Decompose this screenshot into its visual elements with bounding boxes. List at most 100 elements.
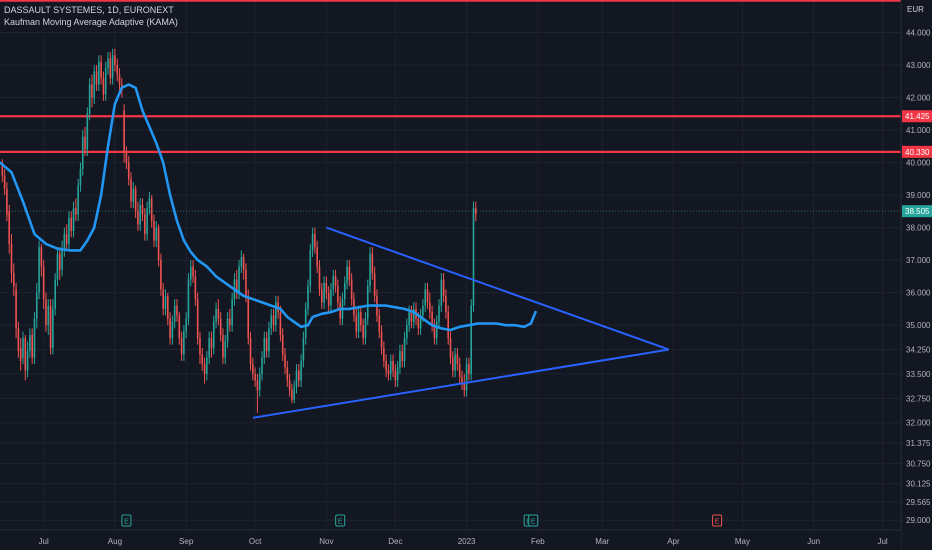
candle (171, 315, 174, 345)
trendline-upper[interactable] (326, 226, 670, 351)
time-axis[interactable]: Jul Aug Sep Oct Nov Dec 2023 Feb Mar Apr May Jun Jul (0, 529, 901, 550)
candle-body (394, 370, 397, 381)
price-axis[interactable]: 44.000 43.000 42.000 41.000 40.000 39.000 38.0… (900, 0, 932, 550)
candle-body (429, 302, 431, 313)
candle-body (226, 318, 229, 342)
y-tick-label: 36.000 (906, 289, 931, 298)
candle (339, 295, 341, 326)
candle (362, 318, 364, 345)
level-price-tag-text: 40.330 (905, 148, 930, 157)
earnings-marker[interactable]: E (121, 514, 132, 527)
candle (70, 211, 73, 238)
candle-body (185, 318, 187, 332)
candle (399, 344, 401, 374)
candle (201, 347, 204, 371)
earnings-icon (712, 514, 723, 527)
candle (162, 282, 164, 316)
event-markers: EEEEE (121, 514, 723, 527)
candle (318, 260, 321, 296)
candle-body (298, 370, 300, 381)
candle (33, 312, 36, 365)
candle (419, 308, 422, 335)
candle-body (171, 321, 174, 339)
candle (371, 247, 374, 280)
candle (118, 68, 121, 92)
candle-body (468, 364, 470, 374)
candle (93, 65, 96, 105)
trendline-lower[interactable] (252, 348, 670, 419)
candle (40, 243, 43, 277)
candle-body (150, 198, 153, 222)
candle-body (447, 312, 450, 339)
earnings-icon (335, 514, 346, 527)
earnings-icon (528, 514, 539, 527)
y-tick-label: 30.125 (906, 480, 931, 489)
candle (401, 344, 404, 368)
candle-body (357, 312, 360, 332)
candle (284, 347, 286, 374)
candle-body (314, 234, 316, 248)
candle (458, 357, 461, 384)
earnings-marker-label: E (124, 519, 129, 526)
y-tick-label: 30.750 (906, 459, 931, 468)
candle-body (300, 360, 302, 381)
candle (343, 276, 346, 306)
y-tick-label: 35.000 (906, 321, 931, 330)
candle (219, 312, 222, 342)
candle (155, 221, 158, 248)
earnings-marker[interactable]: E (712, 514, 723, 527)
candle-body (157, 227, 160, 261)
candle-body (42, 266, 45, 300)
candle-body (440, 279, 443, 306)
resistance-levels (0, 0, 901, 212)
candle-body (406, 325, 408, 339)
candle-body (47, 305, 50, 326)
candle (440, 273, 443, 313)
x-tick-label: Aug (108, 537, 122, 546)
earnings-marker[interactable]: E (528, 514, 539, 527)
candle (309, 243, 312, 293)
candle (65, 224, 68, 251)
candle-body (284, 354, 286, 368)
candle (169, 312, 171, 345)
candle-body (187, 279, 190, 319)
candle (102, 71, 105, 101)
candle (327, 286, 330, 313)
candle-body (123, 110, 125, 153)
candle-body (208, 338, 210, 358)
candle-body (212, 321, 215, 348)
current-price-tag (902, 205, 932, 218)
candle-body (472, 208, 475, 306)
candle-body (348, 266, 351, 280)
candle-body (254, 373, 256, 381)
candle (300, 354, 302, 387)
candle-body (52, 308, 54, 348)
candle-body (40, 247, 43, 267)
candle-body (281, 334, 284, 355)
x-tick-label: 2023 (458, 537, 476, 546)
candle (240, 250, 243, 274)
y-tick-label: 33.500 (906, 370, 931, 379)
candle-body (332, 276, 335, 290)
candle (307, 279, 309, 316)
candle (470, 299, 472, 381)
candle (311, 227, 314, 257)
candle-body (130, 178, 132, 202)
x-tick-label: Feb (531, 537, 545, 546)
price-axis-bg (901, 0, 932, 550)
y-tick-label: 32.750 (906, 394, 931, 403)
earnings-marker[interactable]: E (335, 514, 346, 527)
candle (180, 331, 183, 361)
candle (17, 321, 20, 358)
candle-body (144, 214, 146, 235)
candle-body (6, 188, 8, 215)
candle-body (192, 266, 194, 277)
candle-body (334, 276, 337, 287)
candle (52, 299, 54, 355)
candle (173, 299, 176, 329)
candle-body (111, 55, 114, 79)
earnings-marker-label: E (531, 519, 536, 526)
candle-body (127, 162, 130, 179)
candle (275, 295, 277, 332)
